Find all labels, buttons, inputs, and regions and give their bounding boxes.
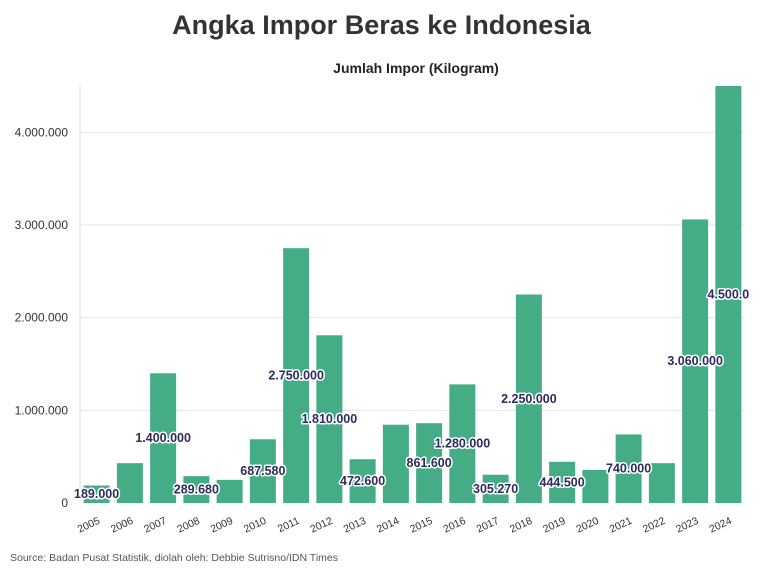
y-tick-label: 2.000.000	[15, 311, 69, 325]
data-label-layer: 189.000 1.400.000 289.680 687.580 2.750.000 1…	[73, 286, 751, 503]
x-tick-label: 2015	[408, 515, 434, 536]
x-tick-label: 2016	[441, 515, 467, 536]
data-label: 1.810.000	[302, 412, 358, 426]
bar	[183, 476, 210, 503]
data-label: 1.280.000	[435, 437, 491, 451]
bar	[682, 219, 709, 503]
x-tick-label: 2005	[76, 515, 102, 536]
bar	[515, 294, 542, 503]
x-tick-label: 2018	[508, 515, 534, 536]
x-tick-label: 2011	[276, 515, 302, 535]
bar	[216, 479, 243, 503]
data-label: 861.600	[407, 456, 452, 470]
bar-layer	[83, 86, 742, 503]
chart-subtitle: Jumlah Impor (Kilogram)	[333, 60, 499, 76]
x-tick-label: 2012	[308, 515, 334, 536]
data-label: 189.000	[74, 487, 119, 501]
bar	[582, 470, 609, 503]
data-label: 1.400.000	[135, 431, 191, 445]
data-label: 2.750.000	[268, 369, 324, 383]
x-tick-label: 2022	[641, 515, 667, 536]
data-label: 305.270	[473, 482, 518, 496]
x-tick-label: 2014	[375, 515, 401, 536]
x-tick-label: 2024	[707, 515, 733, 536]
data-label: 740.000	[606, 462, 651, 476]
data-label: 472.600	[340, 474, 385, 488]
data-label: 2.250.000	[501, 392, 557, 406]
x-tick-label: 2010	[242, 515, 268, 536]
data-label: 4.500.0	[708, 288, 750, 302]
x-tick-label: 2009	[209, 515, 235, 536]
bar	[648, 463, 675, 503]
x-tick-label: 2008	[175, 515, 201, 536]
bar	[150, 373, 177, 503]
source-note: Source: Badan Pusat Statistik, diolah ol…	[10, 552, 339, 564]
x-tick-label: 2007	[142, 515, 168, 536]
bar	[615, 434, 642, 503]
y-tick-label: 4.000.000	[15, 125, 69, 139]
x-tick-label: 2006	[109, 515, 135, 536]
x-tick-label: 2017	[475, 515, 501, 536]
bar	[449, 384, 476, 503]
bar	[116, 463, 143, 503]
bar	[283, 248, 310, 503]
bar	[349, 459, 376, 503]
bar	[83, 485, 110, 503]
y-tick-label: 0	[61, 496, 68, 510]
bar	[482, 474, 509, 503]
data-label: 444.500	[540, 475, 585, 489]
y-tick-label: 1.000.000	[15, 403, 69, 417]
bar	[715, 86, 742, 503]
x-tick-label: 2019	[541, 515, 567, 536]
data-label: 3.060.000	[667, 354, 723, 368]
chart-title: Angka Impor Beras ke Indonesia	[172, 10, 591, 40]
bar	[416, 423, 443, 503]
bar	[549, 461, 576, 503]
x-tick-label: 2021	[608, 515, 634, 536]
bar	[382, 424, 409, 503]
x-tick-label: 2013	[342, 515, 368, 536]
bar	[249, 439, 276, 503]
bar	[316, 335, 343, 503]
data-label: 687.580	[240, 464, 285, 478]
data-label: 289.680	[174, 483, 219, 497]
x-tick-label: 2020	[574, 515, 600, 536]
y-tick-label: 3.000.000	[15, 218, 69, 232]
grid-layer	[79, 86, 745, 503]
x-tick-label: 2023	[674, 515, 700, 536]
